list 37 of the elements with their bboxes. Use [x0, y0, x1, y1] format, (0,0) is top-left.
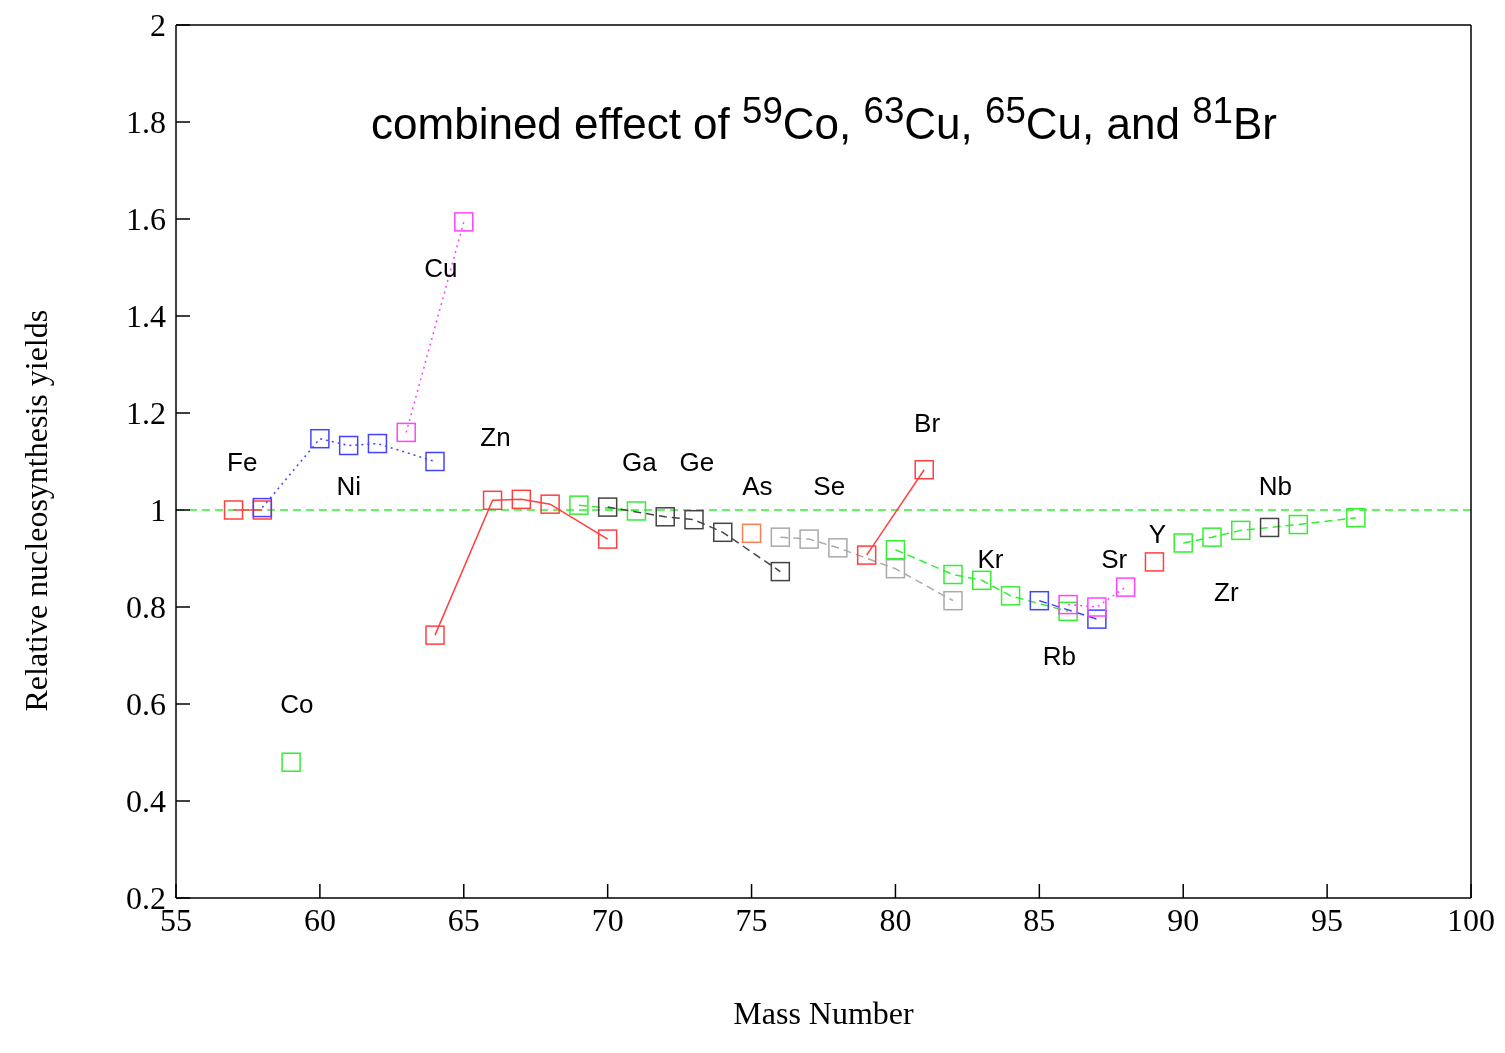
annotation: Ge: [679, 446, 715, 477]
y-tick-label: 0.8: [126, 589, 166, 626]
annotation: Rb: [1042, 640, 1077, 671]
annotation: Se: [813, 470, 846, 501]
x-tick-label: 95: [1311, 901, 1344, 938]
annotation: Ga: [621, 446, 658, 477]
x-tick-label: 100: [1447, 901, 1495, 938]
x-tick-label: 80: [879, 901, 912, 938]
y-tick-label: 1.6: [126, 201, 166, 238]
x-tick-label: 60: [303, 901, 336, 938]
annotation: Br: [914, 407, 941, 438]
annotation: Fe: [227, 446, 258, 477]
x-tick-label: 70: [591, 901, 624, 938]
x-tick-label: 65: [447, 901, 480, 938]
annotation: Zn: [480, 422, 511, 453]
x-tick-label: 90: [1167, 901, 1200, 938]
y-tick-label: 1: [150, 492, 166, 529]
annotation: Nb: [1258, 470, 1292, 501]
y-tick-label: 1.4: [126, 298, 166, 335]
chart-title: combined effect of $^{59}$Co, $^{63}$Cu, $^{65}$Cu, and $^{81}$Br: [371, 90, 1277, 148]
y-axis-title: Relative nucleosynthesis yields: [18, 309, 55, 712]
y-tick-label: 1.2: [126, 395, 166, 432]
annotation: Cu: [424, 252, 458, 283]
y-tick-label: 2: [150, 7, 166, 44]
annotation: Zr: [1214, 577, 1239, 608]
y-tick-label: 1.8: [126, 104, 166, 141]
x-tick-label: 85: [1023, 901, 1056, 938]
x-axis-title: Mass Number: [733, 995, 915, 1031]
annotation: Kr: [977, 543, 1004, 574]
x-tick-label: 75: [735, 901, 768, 938]
annotation: Y: [1148, 519, 1166, 550]
annotation: Ni: [336, 470, 361, 501]
annotation: Sr: [1101, 543, 1128, 574]
annotation: As: [742, 470, 773, 501]
y-tick-label: 0.6: [126, 686, 166, 723]
y-tick-label: 0.4: [126, 783, 166, 820]
annotation: Co: [280, 689, 314, 719]
